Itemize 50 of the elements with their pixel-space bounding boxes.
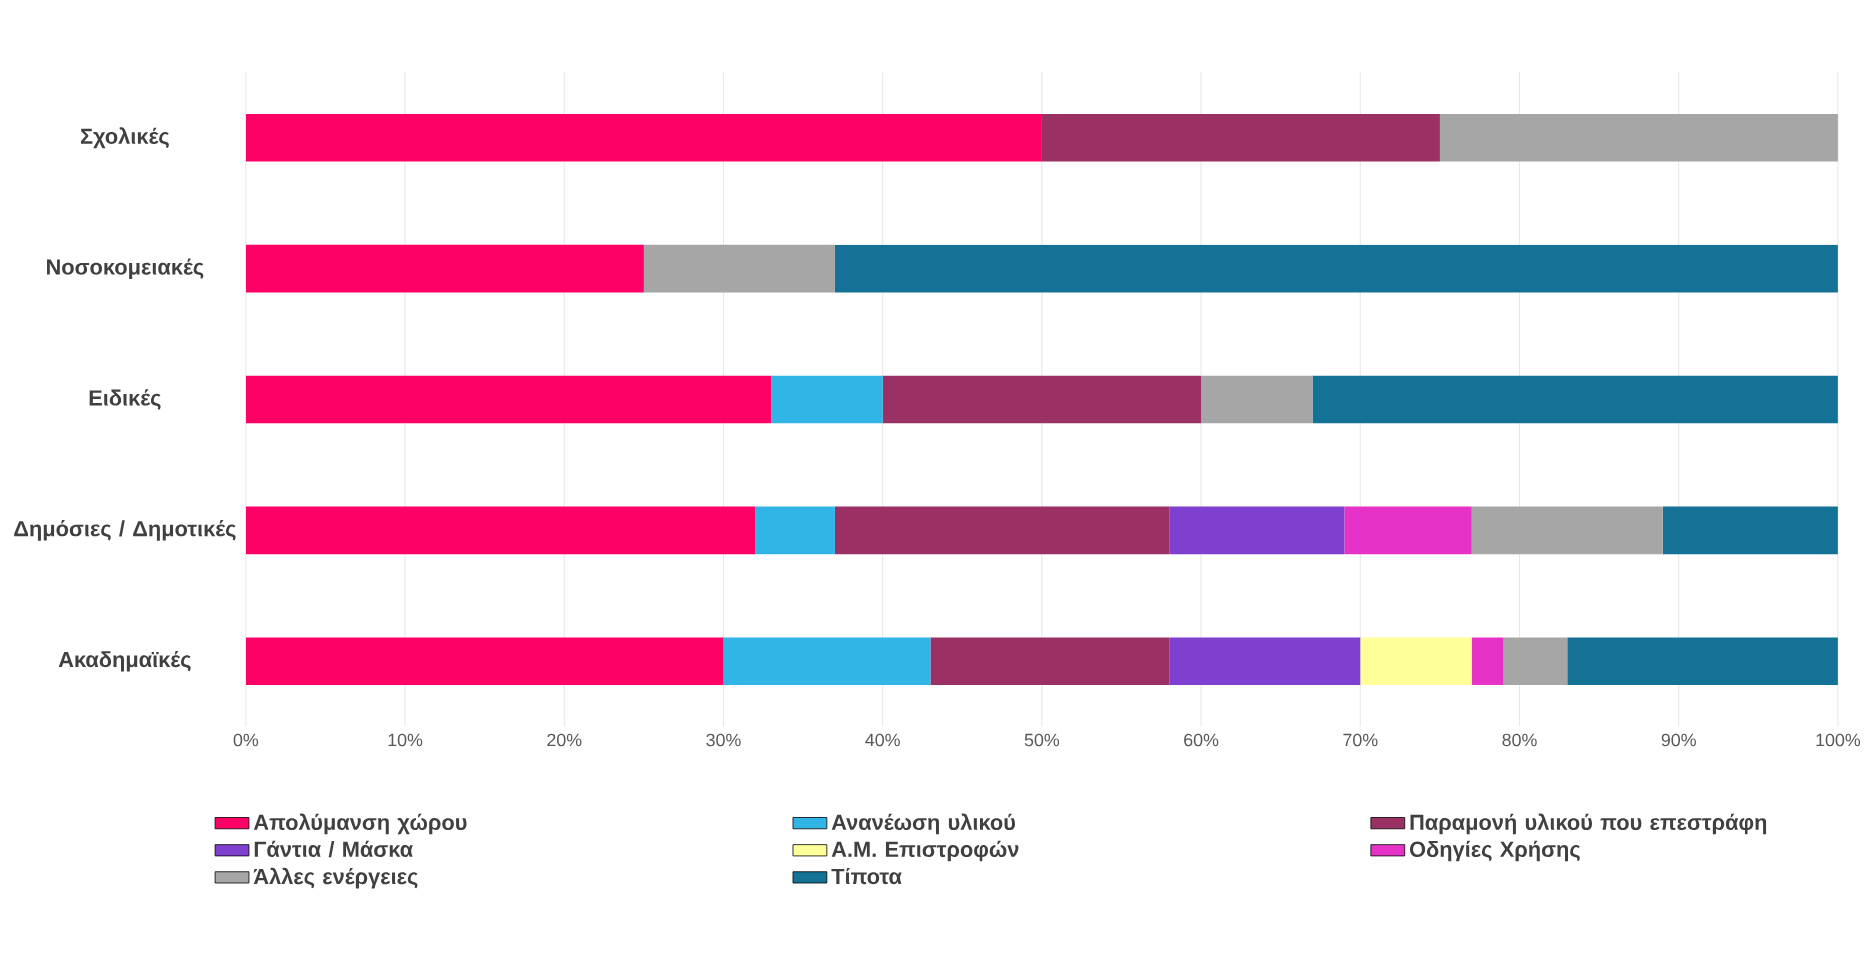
bar bbox=[1169, 637, 1361, 686]
x-tick-label: 40% bbox=[865, 733, 900, 747]
x-tick-label: 80% bbox=[1502, 733, 1537, 747]
bar bbox=[1344, 506, 1472, 555]
bar bbox=[1662, 506, 1838, 555]
bar bbox=[643, 245, 835, 293]
x-tick-label: 20% bbox=[547, 733, 582, 747]
bar bbox=[1503, 637, 1568, 686]
bar bbox=[930, 637, 1170, 686]
legend-label: Ανανέωση υλικού bbox=[831, 813, 1016, 835]
y-tick-label: Δημόσιες / Δημοτικές bbox=[14, 520, 236, 541]
legend-label: Α.Μ. Επιστροφών bbox=[831, 840, 1019, 862]
x-tick-label: 0% bbox=[233, 733, 259, 747]
bar bbox=[1041, 114, 1440, 162]
y-tick-label: Ειδικές bbox=[89, 389, 161, 410]
legend-label: Άλλες ενέργειες bbox=[253, 867, 418, 889]
x-tick-label: 70% bbox=[1343, 733, 1378, 747]
x-tick-label: 60% bbox=[1184, 733, 1219, 747]
bar bbox=[245, 114, 1042, 162]
bar bbox=[1169, 506, 1345, 555]
bar bbox=[1201, 375, 1313, 424]
x-tick-label: 90% bbox=[1661, 733, 1696, 747]
bar bbox=[834, 506, 1170, 555]
bar bbox=[245, 506, 756, 555]
bar bbox=[834, 245, 1838, 293]
legend-label: Παραμονή υλικού που επεστράφη bbox=[1410, 813, 1767, 835]
bar bbox=[1567, 637, 1838, 686]
bar bbox=[882, 375, 1202, 424]
bar bbox=[1439, 114, 1838, 162]
bar bbox=[755, 506, 835, 555]
legend-label: Γάντια / Μάσκα bbox=[254, 840, 413, 858]
bar bbox=[245, 637, 724, 686]
bar bbox=[1360, 637, 1472, 686]
legend-label: Τίποτα bbox=[831, 868, 902, 885]
bar bbox=[723, 637, 931, 686]
x-tick-label: 10% bbox=[388, 733, 423, 747]
bar bbox=[245, 375, 772, 424]
legend-label: Απολύμανση χώρου bbox=[253, 813, 467, 835]
bar bbox=[245, 245, 644, 293]
bar bbox=[1471, 506, 1663, 555]
x-tick-label: 30% bbox=[706, 733, 741, 747]
legend-label: Οδηγίες Χρήσης bbox=[1409, 840, 1580, 862]
y-tick-label: Σχολικές bbox=[80, 127, 169, 149]
y-tick-label: Ακαδημαϊκές bbox=[58, 651, 191, 672]
bar bbox=[1471, 637, 1504, 686]
bar bbox=[771, 375, 883, 424]
bar bbox=[1312, 375, 1838, 424]
x-tick-label: 100% bbox=[1816, 733, 1861, 747]
x-tick-label: 50% bbox=[1024, 733, 1060, 747]
y-tick-label: Νοσοκομειακές bbox=[47, 258, 204, 280]
